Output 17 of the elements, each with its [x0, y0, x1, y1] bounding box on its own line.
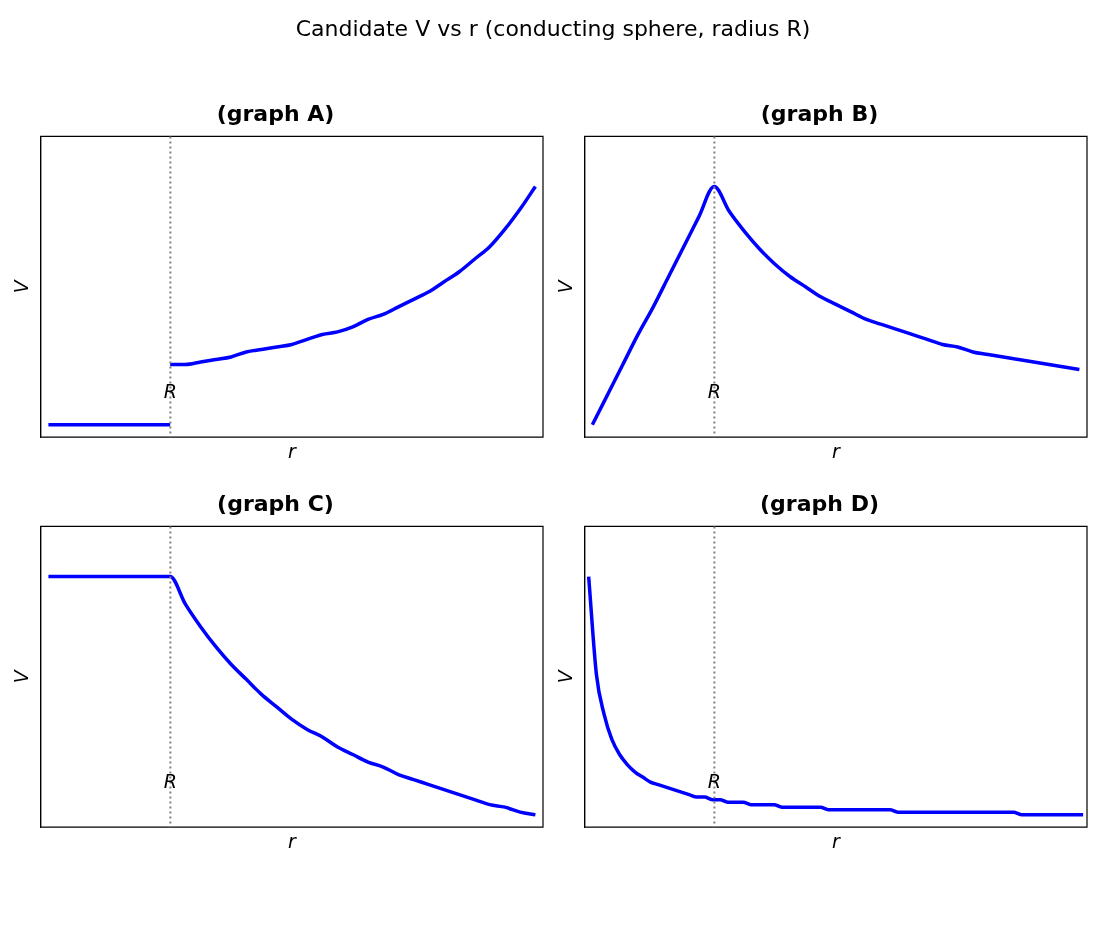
annotation: R	[707, 770, 721, 793]
chart-title: (graph D)	[760, 490, 879, 516]
x-axis-title: r	[287, 829, 297, 852]
y-axis-title: V	[10, 278, 33, 294]
y-axis-title: V	[554, 278, 577, 294]
x-axis-title: r	[831, 439, 841, 462]
annotation: R	[707, 380, 721, 403]
y-axis-title: V	[554, 668, 577, 684]
chart-title: (graph C)	[217, 490, 334, 516]
x-axis-title: r	[287, 439, 297, 462]
chart-title: (graph A)	[216, 100, 335, 126]
chart-title: (graph B)	[760, 100, 879, 126]
text: Candidate V vs r (conducting sphere, radius R)	[294, 16, 812, 41]
y-axis-title: V	[10, 668, 33, 684]
annotation: R	[163, 770, 177, 793]
annotation: R	[163, 380, 177, 403]
x-axis-title: r	[831, 829, 841, 852]
